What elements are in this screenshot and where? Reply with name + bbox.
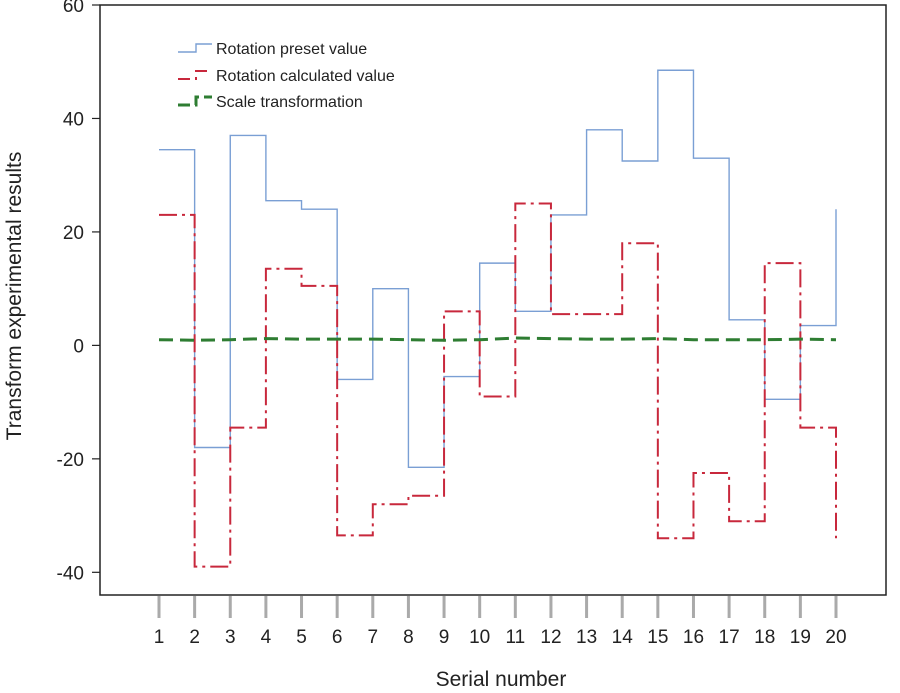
- legend-label: Scale transformation: [216, 94, 363, 111]
- x-tick-label: 9: [439, 627, 450, 648]
- legend: Rotation preset value Rotation calculated…: [178, 41, 395, 111]
- x-tick-label: 7: [368, 627, 379, 648]
- plot-frame: [99, 4, 887, 596]
- y-tick-label: 60: [63, 0, 84, 17]
- x-tick-label: 5: [296, 627, 307, 648]
- x-tick-label: 1: [154, 627, 165, 648]
- x-tick-label: 17: [719, 627, 740, 648]
- x-tick-label: 15: [647, 627, 668, 648]
- x-tick-label: 16: [683, 627, 704, 648]
- x-tick-label: 10: [469, 627, 490, 648]
- x-tick-label: 11: [505, 627, 525, 648]
- x-tick-label: 20: [825, 627, 846, 648]
- y-tick-label: -20: [57, 450, 84, 471]
- x-tick-label: 3: [225, 627, 236, 648]
- legend-swatch: [178, 70, 212, 80]
- x-tick-label: 12: [540, 627, 561, 648]
- legend-swatch: [178, 95, 212, 107]
- legend-label: Rotation preset value: [216, 41, 367, 58]
- series-line: [159, 69, 837, 469]
- legend-swatch: [178, 43, 212, 53]
- series-line: [158, 336, 837, 342]
- x-tick-label: 4: [261, 627, 272, 648]
- series-line: [159, 202, 837, 568]
- series-group: [158, 69, 837, 568]
- x-tick-label: 8: [403, 627, 414, 648]
- x-tick-label: 18: [754, 627, 775, 648]
- x-tick-label: 14: [612, 627, 634, 648]
- y-tick-label: 0: [73, 336, 84, 357]
- x-tick-label: 2: [189, 627, 200, 648]
- y-tick-label: 20: [63, 223, 84, 244]
- x-tick-label: 19: [790, 627, 811, 648]
- y-tick-label: -40: [57, 563, 84, 584]
- y-axis-title: Transform experimental results: [3, 152, 26, 441]
- y-tick-label: 40: [63, 109, 84, 130]
- x-tick-label: 13: [576, 627, 597, 648]
- x-tick-label: 6: [332, 627, 343, 648]
- legend-label: Rotation calculated value: [216, 68, 395, 85]
- x-axis-title: Serial number: [436, 668, 567, 691]
